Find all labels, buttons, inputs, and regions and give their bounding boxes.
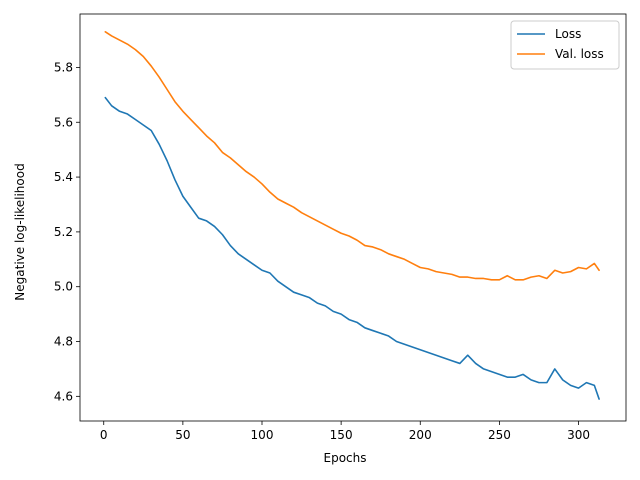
- y-axis: 4.6 4.8 5.0 5.2 5.4 5.6 5.8: [54, 60, 80, 403]
- y-axis-label: Negative log-likelihood: [13, 163, 27, 300]
- legend: Loss Val. loss: [510, 20, 620, 70]
- y-tick-label: 4.8: [54, 335, 73, 349]
- x-tick-label: 300: [567, 428, 590, 442]
- y-tick-label: 5.0: [54, 280, 73, 294]
- x-tick-label: 0: [100, 428, 108, 442]
- legend-label: Val. loss: [555, 47, 604, 61]
- x-tick-label: 50: [175, 428, 190, 442]
- x-axis-label: Epochs: [324, 451, 367, 465]
- y-tick-label: 5.8: [54, 60, 73, 74]
- x-tick-label: 250: [488, 428, 511, 442]
- legend-box: [510, 20, 620, 70]
- x-tick-label: 150: [330, 428, 353, 442]
- x-tick-label: 200: [409, 428, 432, 442]
- y-tick-label: 5.6: [54, 115, 73, 129]
- y-tick-label: 5.4: [54, 170, 73, 184]
- series-line-val-loss: [104, 31, 600, 281]
- y-tick-label: 5.2: [54, 225, 73, 239]
- legend-label: Loss: [555, 27, 581, 41]
- axes-frame: [79, 13, 627, 422]
- x-tick-label: 100: [251, 428, 274, 442]
- series-line-loss: [104, 96, 600, 400]
- y-tick-label: 4.6: [54, 389, 73, 403]
- plot-area: [79, 13, 627, 422]
- x-axis: 0 50 100 150 200 250 300: [100, 421, 590, 442]
